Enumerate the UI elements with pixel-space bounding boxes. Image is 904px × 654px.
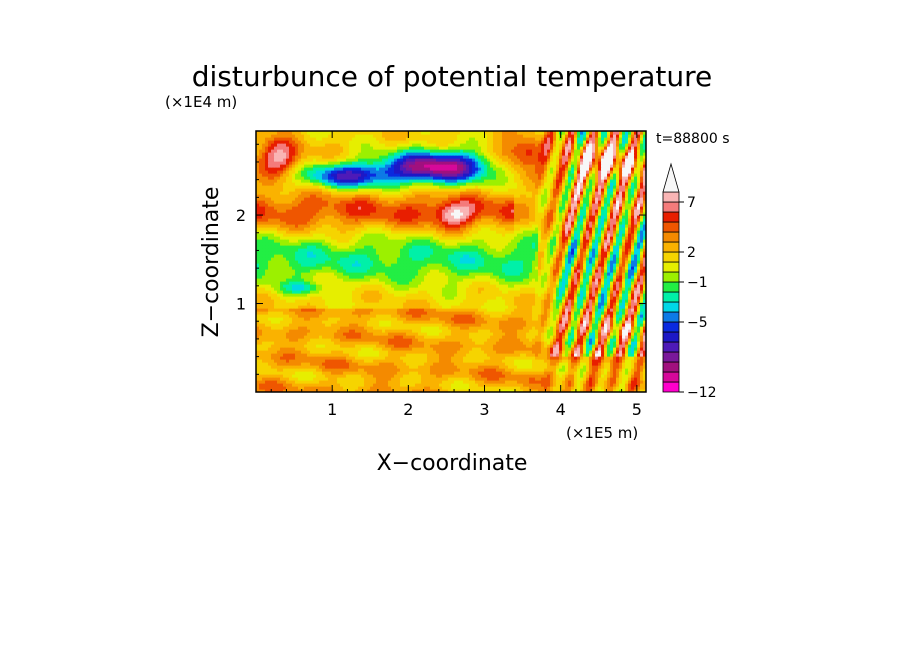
colorbar-swatch bbox=[662, 201, 680, 213]
colorbar-tick-label: −5 bbox=[687, 315, 708, 331]
colorbar-tick-label: −12 bbox=[687, 385, 717, 401]
colorbar-swatch bbox=[662, 291, 680, 303]
colorbar-swatch bbox=[662, 371, 680, 383]
colorbar-swatch bbox=[662, 351, 680, 363]
colorbar-swatch bbox=[662, 361, 680, 373]
colorbar-swatch bbox=[662, 211, 680, 223]
colorbar-tick-label: 2 bbox=[687, 245, 696, 261]
colorbar-swatch bbox=[662, 281, 680, 293]
x-tick-label: 4 bbox=[556, 400, 566, 419]
x-tick-label: 3 bbox=[479, 400, 489, 419]
colorbar-swatch bbox=[662, 191, 680, 203]
x-tick-label: 2 bbox=[403, 400, 413, 419]
y-axis: 12 bbox=[236, 143, 646, 375]
colorbar-swatch bbox=[662, 331, 680, 343]
colorbar-swatch bbox=[662, 241, 680, 253]
colorbar-swatch bbox=[662, 321, 680, 333]
colorbar-swatch bbox=[662, 271, 680, 283]
y-axis-label: Z−coordinate bbox=[199, 187, 224, 338]
colorbar-extend-arrow bbox=[662, 162, 680, 193]
y-tick-label: 1 bbox=[236, 295, 246, 314]
x-axis-label: X−coordinate bbox=[377, 451, 528, 476]
x-tick-label: 5 bbox=[632, 400, 642, 419]
chart-title: disturbunce of potential temperature bbox=[192, 60, 713, 93]
colorbar-tick-label: 7 bbox=[687, 195, 696, 211]
y-unit-label: (×1E4 m) bbox=[165, 93, 237, 111]
colorbar: −12−5−127 bbox=[662, 162, 717, 401]
x-axis: 1 2 3 4 5 bbox=[270, 131, 642, 419]
colorbar-tick-label: −1 bbox=[687, 275, 708, 291]
colorbar-swatch bbox=[662, 251, 680, 263]
y-tick-label: 2 bbox=[236, 206, 246, 225]
colorbar-swatch bbox=[662, 311, 680, 323]
colorbar-swatch bbox=[662, 231, 680, 243]
x-tick-label: 1 bbox=[327, 400, 337, 419]
colorbar-swatch bbox=[662, 221, 680, 233]
x-unit-label: (×1E5 m) bbox=[566, 424, 638, 442]
time-label: t=88800 s bbox=[656, 131, 730, 147]
colorbar-swatch bbox=[662, 381, 680, 393]
heatmap-field bbox=[256, 131, 646, 392]
colorbar-swatch bbox=[662, 341, 680, 353]
colorbar-swatch bbox=[662, 301, 680, 313]
plot-frame bbox=[255, 130, 647, 393]
colorbar-swatch bbox=[662, 261, 680, 273]
